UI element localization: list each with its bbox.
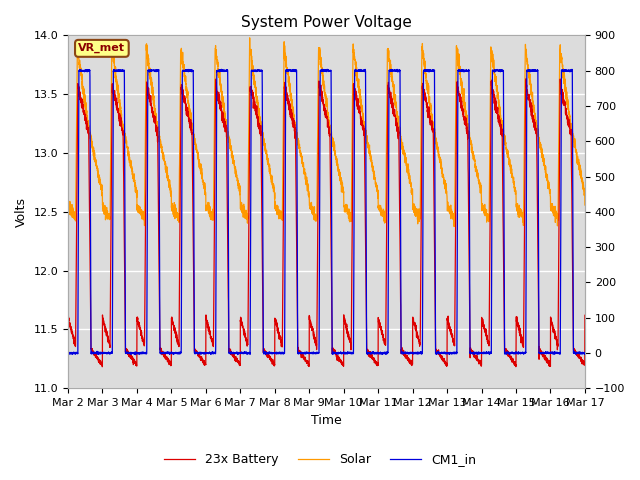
CM1_in [580, 350, 588, 356]
Legend: 23x Battery, Solar, CM1_in: 23x Battery, Solar, CM1_in [159, 448, 481, 471]
23x Battery [307, 324, 315, 330]
CM1_in [413, 351, 421, 357]
Solar [581, 202, 589, 208]
CM1_in [157, 350, 165, 356]
23x Battery [472, 354, 479, 360]
CM1_in [307, 351, 315, 357]
Solar [580, 190, 588, 195]
Line: CM1_in: CM1_in [68, 69, 585, 355]
Text: VR_met: VR_met [78, 43, 125, 53]
Title: System Power Voltage: System Power Voltage [241, 15, 412, 30]
23x Battery [522, 76, 530, 82]
CM1_in [319, 66, 326, 72]
Solar [246, 35, 253, 41]
Line: 23x Battery: 23x Battery [68, 79, 585, 367]
Solar [157, 141, 164, 147]
23x Battery [157, 348, 165, 354]
Solar [64, 201, 72, 206]
23x Battery [99, 364, 106, 370]
23x Battery [64, 317, 72, 323]
CM1_in [442, 351, 450, 357]
CM1_in [132, 352, 140, 358]
Solar [413, 216, 421, 222]
23x Battery [442, 362, 450, 368]
CM1_in [64, 350, 72, 356]
Solar [451, 224, 458, 229]
Solar [307, 202, 315, 207]
X-axis label: Time: Time [311, 414, 342, 427]
Solar [472, 169, 479, 175]
23x Battery [413, 331, 421, 337]
CM1_in [472, 349, 479, 355]
CM1_in [581, 349, 589, 355]
Line: Solar: Solar [68, 38, 585, 227]
23x Battery [580, 360, 588, 366]
23x Battery [581, 312, 589, 318]
Y-axis label: Volts: Volts [15, 197, 28, 227]
Solar [442, 180, 450, 186]
